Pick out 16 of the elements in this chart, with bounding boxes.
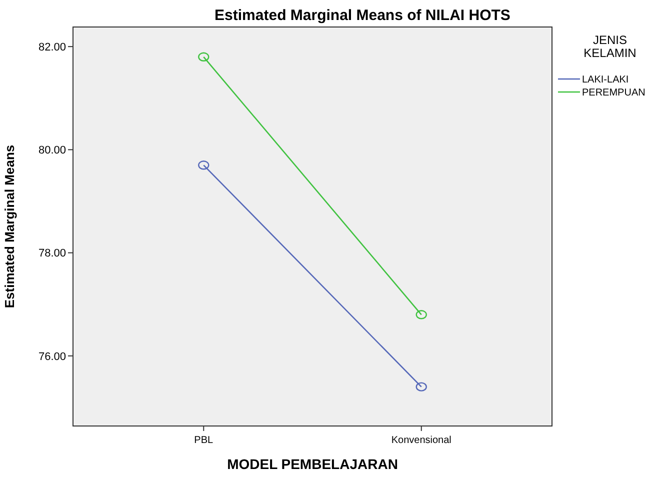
point [416, 382, 427, 392]
y-tick-label: 80.00 [38, 144, 66, 157]
y-tick-label: 78.00 [38, 248, 66, 260]
point [198, 52, 210, 62]
x-tick-label: PBL [194, 435, 214, 446]
point [198, 160, 210, 170]
legend-label: PEREMPUAN [582, 88, 646, 98]
y-tick-label: 82.00 [38, 41, 66, 54]
y-axis-title: Estimated Marginal Means [2, 144, 17, 308]
y-tick-label: 76.00 [38, 350, 66, 363]
legend-label: LAKI-LAKI [582, 74, 629, 86]
legend-title: JENIS KELAMIN [584, 33, 636, 60]
x-tick-label: Konvensional [391, 435, 452, 446]
chart-title: Estimated Marginal Means of NILAI HOTS [214, 7, 510, 24]
point [416, 310, 427, 320]
x-axis-title: MODEL PEMBELAJARAN [227, 456, 398, 472]
